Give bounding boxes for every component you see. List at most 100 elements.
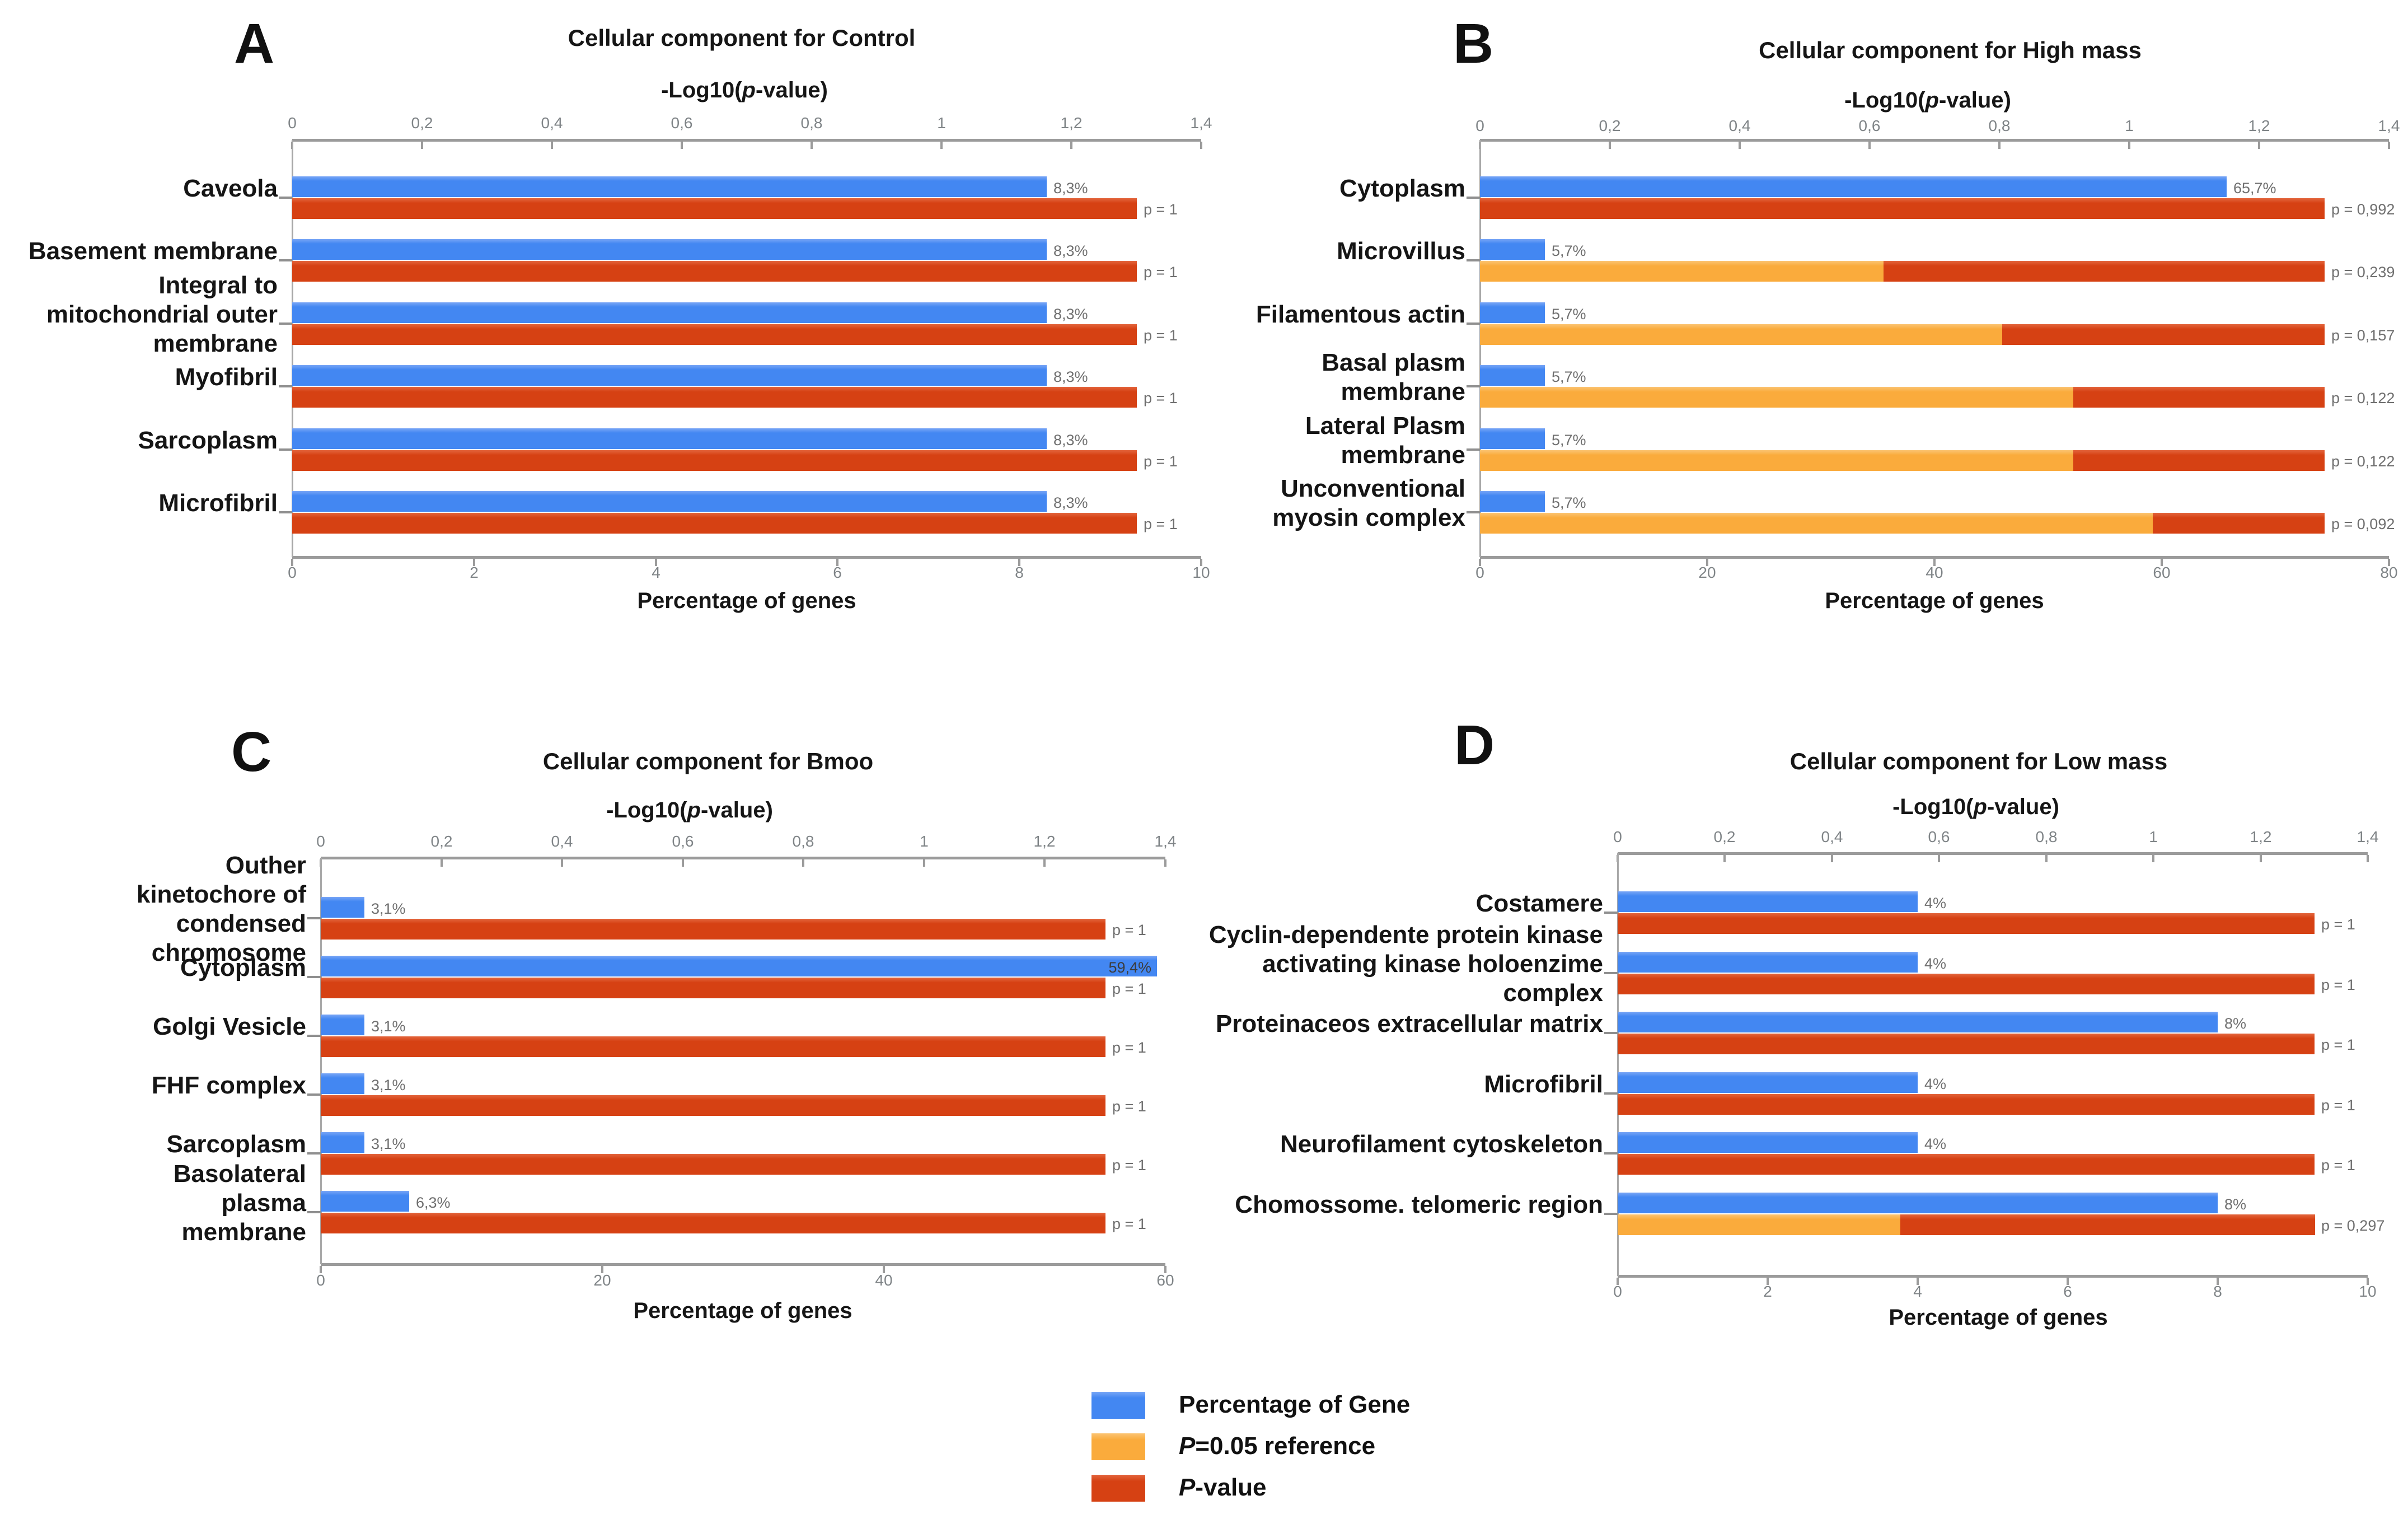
y-axis-line bbox=[1479, 140, 1481, 557]
top-axis-tick-label: 0,8 bbox=[1988, 117, 2011, 134]
bottom-axis-tick bbox=[1706, 559, 1708, 566]
category-label: Myofibril bbox=[175, 363, 278, 392]
category-label: FHF complex bbox=[152, 1071, 306, 1100]
top-axis-tick-label: 0,4 bbox=[1728, 117, 1751, 134]
category-label-line: myosin complex bbox=[1272, 504, 1465, 531]
top-axis-tick bbox=[2152, 855, 2154, 862]
bottom-axis-tick-label: 40 bbox=[1926, 564, 1943, 581]
bar-percentage-of-gene bbox=[292, 365, 1047, 386]
y-axis-tick bbox=[307, 1152, 321, 1155]
top-axis-tick-label: 1 bbox=[920, 833, 929, 850]
legend-label: P-value bbox=[1179, 1474, 1267, 1502]
category-label: Sarcoplasm bbox=[138, 426, 278, 455]
bar-percentage-of-gene bbox=[292, 491, 1047, 512]
bottom-axis-title: Percentage of genes bbox=[637, 588, 856, 613]
top-axis-title-prefix: -Log10( bbox=[606, 798, 687, 822]
y-axis-line bbox=[292, 140, 293, 557]
bottom-axis-tick-label: 2 bbox=[1763, 1283, 1772, 1300]
category-label-line: Basement membrane bbox=[28, 237, 278, 265]
top-axis-title-prefix: -Log10( bbox=[1892, 794, 1974, 819]
y-axis-tick bbox=[1604, 912, 1618, 914]
y-axis-tick bbox=[1604, 1032, 1618, 1034]
top-axis-tick bbox=[1998, 142, 2001, 149]
bottom-axis-tick bbox=[473, 559, 475, 566]
top-axis-tick bbox=[1938, 855, 1940, 862]
bar-p-reference bbox=[1480, 387, 2073, 408]
category-label: Outher kinetochore of condensed chromosome bbox=[137, 851, 306, 968]
top-axis-tick bbox=[1070, 142, 1072, 149]
panel-title: Cellular component for Low mass bbox=[1789, 748, 2168, 774]
bottom-axis-tick bbox=[2367, 1278, 2369, 1285]
percent-value-label: 8,3% bbox=[1053, 432, 1088, 448]
legend-label-text: =0.05 reference bbox=[1195, 1432, 1376, 1460]
bar-p-value bbox=[2002, 324, 2325, 345]
top-axis-tick bbox=[1200, 142, 1202, 149]
p-value-label: p = 1 bbox=[1144, 453, 1178, 470]
bar-p-reference bbox=[1480, 513, 2153, 534]
top-axis-tick-label: 0,6 bbox=[1858, 117, 1881, 134]
top-axis-tick bbox=[551, 142, 553, 149]
category-label-line: Neurofilament cytoskeleton bbox=[1280, 1130, 1603, 1158]
y-axis-tick bbox=[1467, 511, 1480, 513]
p-value-label: p = 1 bbox=[1144, 516, 1178, 532]
category-label-line: membrane bbox=[1341, 378, 1465, 405]
y-axis-tick bbox=[1467, 448, 1480, 451]
bottom-axis-tick-label: 40 bbox=[875, 1272, 893, 1289]
p-value-label: p = 1 bbox=[2321, 1157, 2355, 1174]
bar-p-value bbox=[321, 1213, 1105, 1233]
bar-percentage-of-gene bbox=[1618, 1132, 1918, 1153]
p-value-label: p = 1 bbox=[1112, 980, 1146, 997]
category-label: Sarcoplasm bbox=[167, 1130, 306, 1159]
panel-title: Cellular component for High mass bbox=[1759, 37, 2142, 63]
bar-p-reference bbox=[1618, 1214, 1900, 1235]
bar-p-value bbox=[292, 513, 1137, 534]
p-value-label: p = 1 bbox=[2321, 916, 2355, 933]
bar-p-value bbox=[321, 1095, 1105, 1116]
bottom-axis-tick-label: 8 bbox=[2213, 1283, 2222, 1300]
category-label: Costamere bbox=[1476, 889, 1603, 918]
top-axis-tick bbox=[1043, 859, 1046, 867]
bottom-axis-tick-label: 2 bbox=[470, 564, 479, 581]
bar-percentage-of-gene bbox=[321, 1073, 364, 1094]
category-label-line: Lateral Plasm bbox=[1305, 412, 1465, 440]
y-axis-line bbox=[1617, 853, 1619, 1276]
percent-value-label: 5,7% bbox=[1552, 494, 1586, 511]
category-label: Basement membrane bbox=[29, 237, 278, 266]
percent-value-label: 65,7% bbox=[2233, 180, 2276, 197]
category-label: Filamentous actin bbox=[1256, 300, 1465, 329]
category-label: Basolateral plasma membrane bbox=[174, 1160, 306, 1247]
category-label: Chomossome. telomeric region bbox=[1235, 1190, 1603, 1219]
bar-p-value bbox=[292, 387, 1137, 408]
category-label-line: Cytoplasm bbox=[1339, 175, 1465, 202]
top-axis-tick-label: 1,2 bbox=[1033, 833, 1056, 850]
top-axis-tick-label: 1,2 bbox=[2248, 117, 2270, 134]
bar-percentage-of-gene bbox=[292, 428, 1047, 449]
category-label-line: membrane bbox=[1341, 441, 1465, 469]
bottom-axis-tick-label: 80 bbox=[2380, 564, 2398, 581]
top-axis-tick-label: 0 bbox=[1475, 117, 1484, 134]
percent-value-label: 8,3% bbox=[1053, 180, 1088, 197]
top-axis-tick-label: 0,8 bbox=[2035, 828, 2058, 845]
bottom-axis-title: Percentage of genes bbox=[633, 1298, 852, 1323]
category-label: Neurofilament cytoskeleton bbox=[1280, 1130, 1603, 1159]
p-value-label: p = 0,992 bbox=[2331, 201, 2395, 218]
percent-value-label: 5,7% bbox=[1552, 432, 1586, 448]
top-axis-title-italic: p bbox=[1973, 794, 1987, 819]
bar-percentage-of-gene bbox=[292, 239, 1047, 260]
p-value-label: p = 1 bbox=[1144, 327, 1178, 344]
bar-p-value bbox=[292, 450, 1137, 471]
top-axis-tick-label: 1 bbox=[2125, 117, 2134, 134]
legend-label-text: -value bbox=[1195, 1474, 1267, 1501]
legend-swatch-blue bbox=[1091, 1392, 1145, 1419]
y-axis-tick bbox=[1604, 972, 1618, 974]
bar-p-value bbox=[292, 261, 1137, 282]
bottom-axis-tick-label: 0 bbox=[1475, 564, 1484, 581]
p-value-label: p = 1 bbox=[1144, 201, 1178, 218]
p-value-label: p = 1 bbox=[2321, 1036, 2355, 1053]
percent-value-label: 4% bbox=[1924, 1076, 1947, 1092]
y-axis-tick bbox=[307, 976, 321, 978]
bottom-axis-tick-label: 8 bbox=[1015, 564, 1024, 581]
bar-p-reference bbox=[1480, 261, 1884, 282]
panel-letter: A bbox=[234, 12, 275, 75]
top-axis-line bbox=[321, 857, 1165, 859]
